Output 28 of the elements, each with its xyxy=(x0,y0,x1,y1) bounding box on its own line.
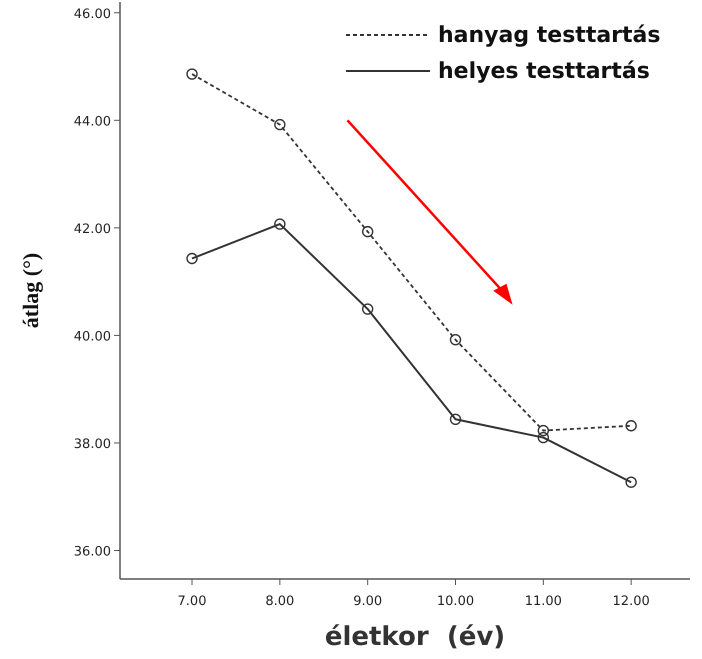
point xyxy=(362,303,374,315)
point xyxy=(450,334,462,346)
legend-label: helyes testtartás xyxy=(438,59,650,84)
point xyxy=(186,252,198,264)
y-tick-label: 44.00 xyxy=(74,114,111,130)
point xyxy=(625,476,637,488)
y-axis-title: átlag (°) xyxy=(18,252,43,328)
x-tick-label: 12.00 xyxy=(612,594,650,609)
point xyxy=(186,68,198,80)
point xyxy=(450,414,462,425)
x-tick-label: 8.00 xyxy=(265,594,294,609)
point xyxy=(538,432,550,444)
y-tick-label: 36.00 xyxy=(74,544,111,560)
x-axis-title: életkor (év) xyxy=(324,622,506,652)
point xyxy=(274,118,286,130)
x-tick-label: 11.00 xyxy=(524,594,562,609)
x-tick-label: 7.00 xyxy=(178,594,206,609)
y-tick-label: 38.00 xyxy=(74,436,111,452)
point xyxy=(625,420,637,432)
x-tick-label: 9.00 xyxy=(353,594,382,609)
y-tick-label: 46.00 xyxy=(74,6,111,22)
point xyxy=(362,226,374,238)
point xyxy=(538,424,550,436)
legend-label: hanyag testtartás xyxy=(438,23,660,48)
point xyxy=(274,218,286,230)
x-tick-label: 10.00 xyxy=(436,594,474,609)
y-tick-label: 40.00 xyxy=(74,329,111,344)
y-tick-label: 42.00 xyxy=(74,222,111,237)
